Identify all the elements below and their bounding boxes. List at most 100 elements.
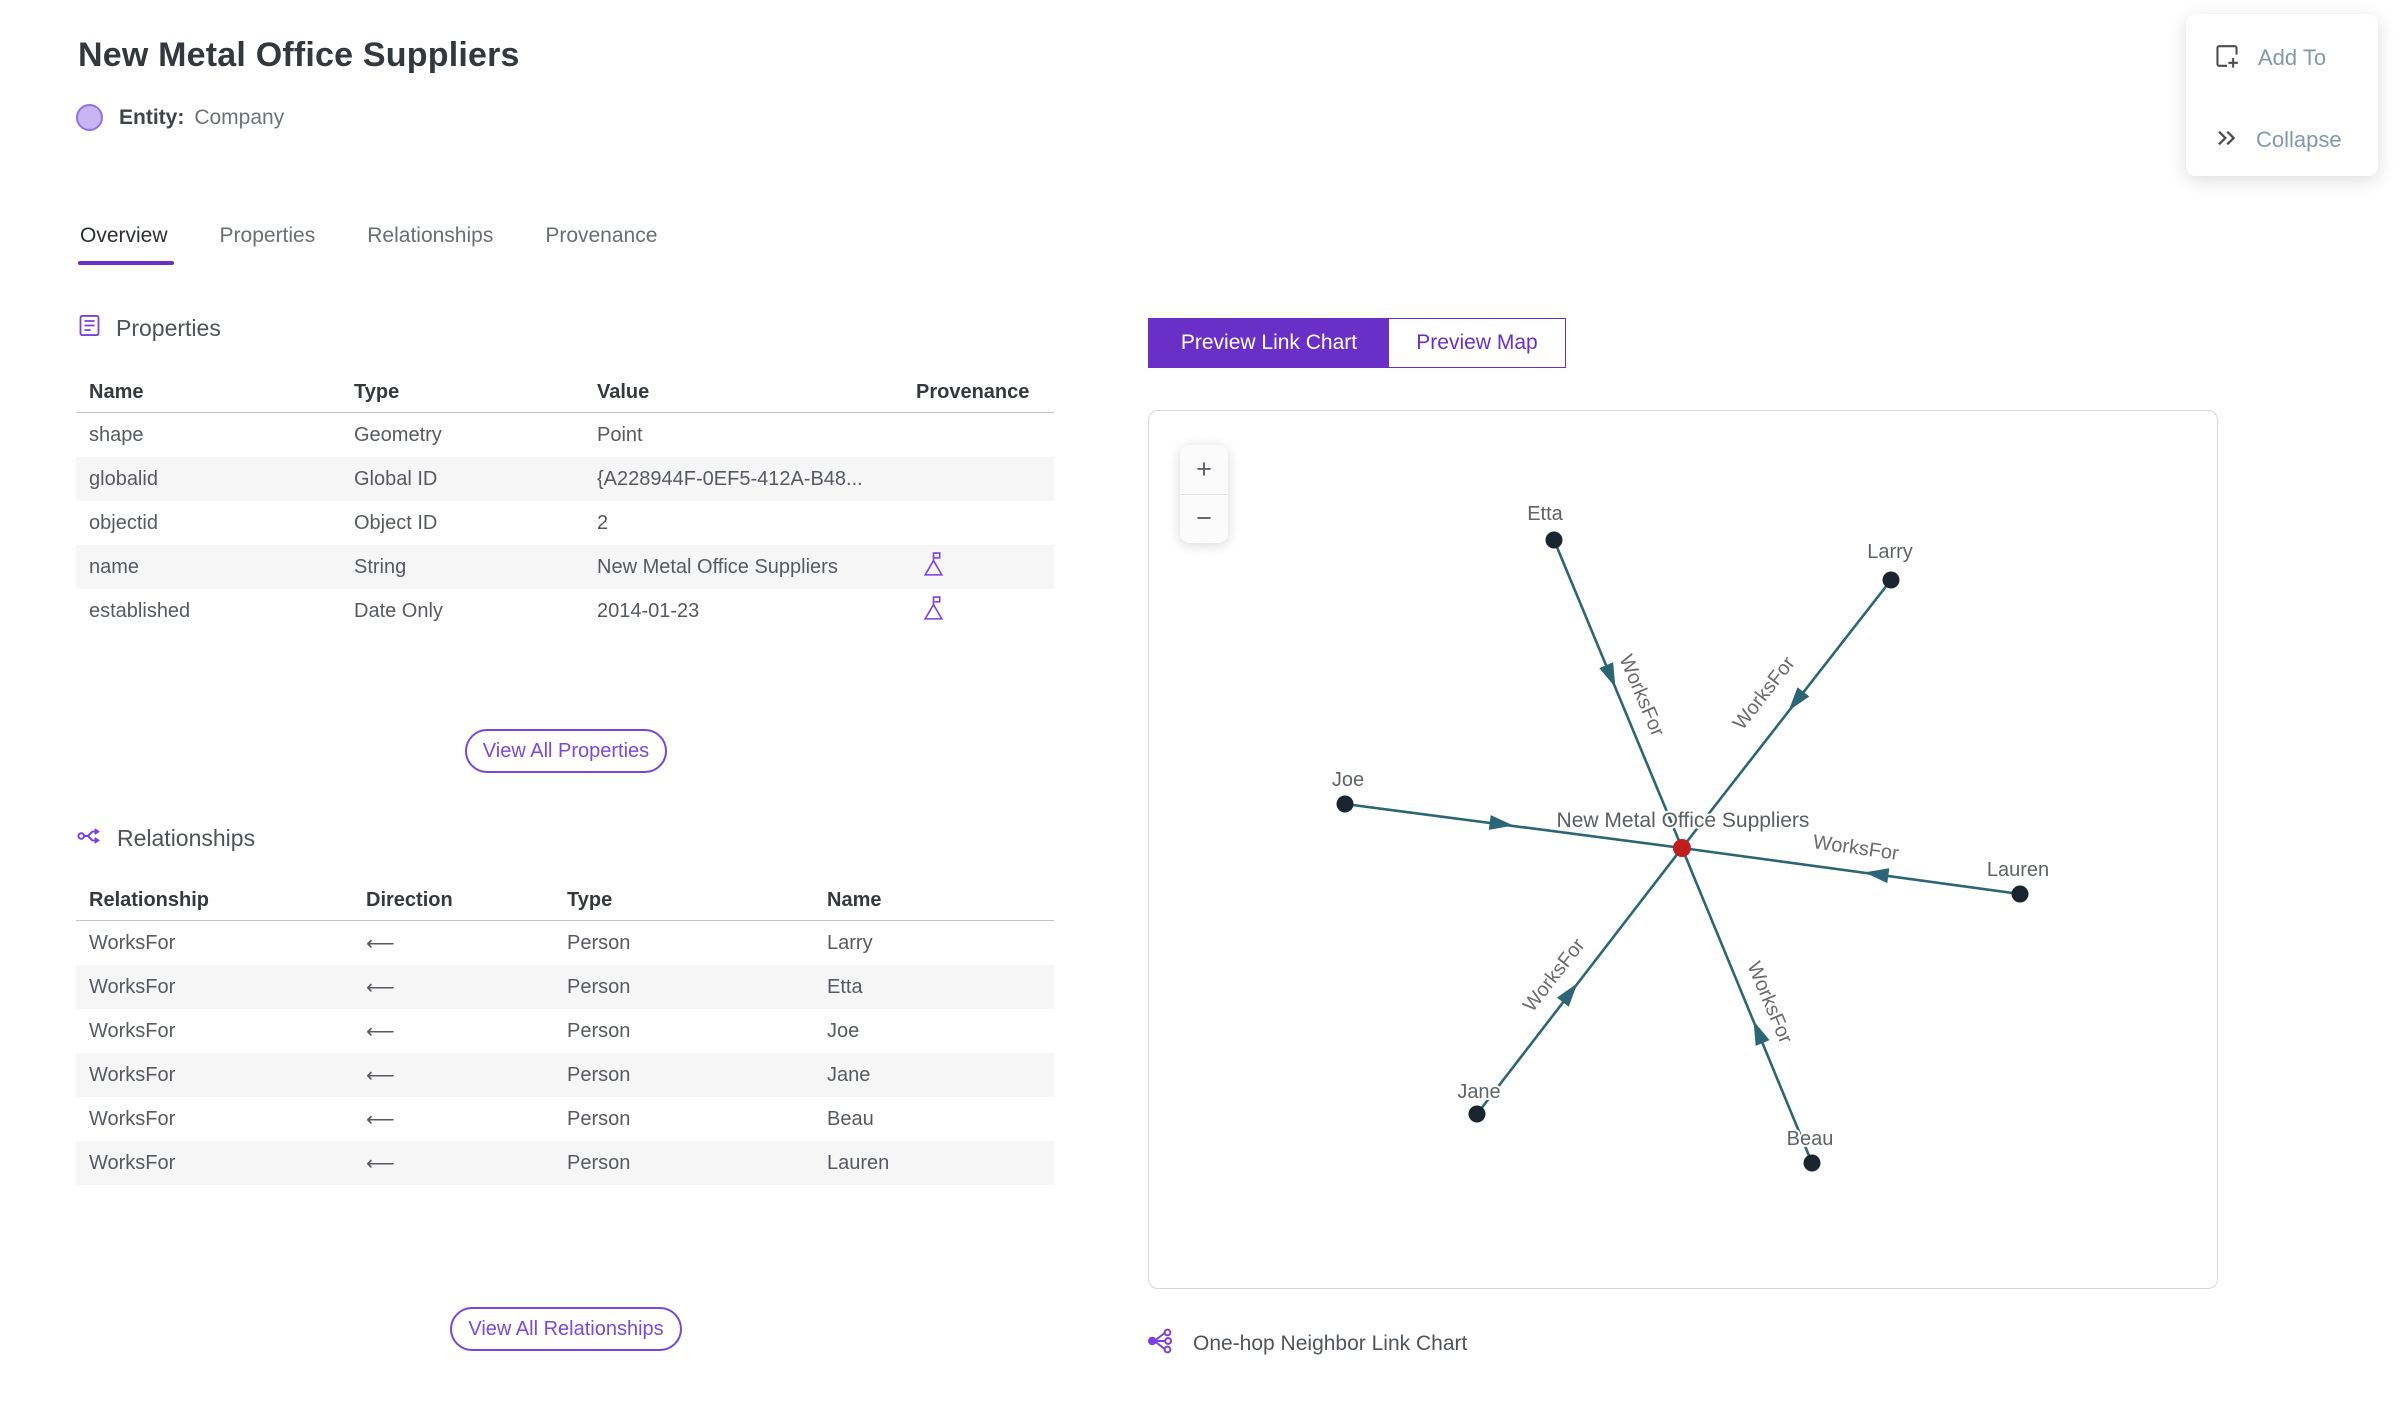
center-node-label: New Metal Office Suppliers xyxy=(1557,809,1810,832)
node-label: Lauren xyxy=(1987,859,2049,881)
properties-table: Name Type Value Provenance shape Geometr… xyxy=(76,373,1054,633)
direction-arrow: ⟵ xyxy=(366,1152,395,1175)
entity-link[interactable]: Etta xyxy=(827,975,863,998)
view-all-properties-button[interactable]: View All Properties xyxy=(465,729,667,773)
direction-arrow: ⟵ xyxy=(366,932,395,955)
properties-section-title: Properties xyxy=(116,314,221,341)
edge-label: WorksFor xyxy=(1812,831,1901,865)
collapse-label: Collapse xyxy=(2256,127,2342,152)
col-relationship: Relationship xyxy=(89,889,210,911)
chart-caption: One-hop Neighbor Link Chart xyxy=(1146,1326,1467,1361)
entity-type-value: Company xyxy=(194,105,285,129)
page-title: New Metal Office Suppliers xyxy=(78,36,520,74)
zoom-control: + − xyxy=(1180,445,1228,543)
entity-link[interactable]: Jane xyxy=(827,1063,871,1086)
relationships-icon xyxy=(76,822,104,855)
relationships-table-header: Relationship Direction Type Name xyxy=(76,881,1054,921)
one-hop-link-chart-icon xyxy=(1146,1326,1176,1361)
entity-link[interactable]: Lauren xyxy=(827,1151,890,1174)
direction-arrow: ⟵ xyxy=(366,1108,395,1131)
view-all-relationships-button[interactable]: View All Relationships xyxy=(450,1307,682,1351)
add-to-icon xyxy=(2212,41,2242,76)
relationship-link[interactable]: WorksFor xyxy=(89,931,176,954)
entity-link[interactable]: Joe xyxy=(827,1019,860,1042)
node-label: Jane xyxy=(1457,1081,1500,1103)
col-type: Type xyxy=(567,889,613,911)
entity-link[interactable]: Beau xyxy=(827,1107,874,1130)
node-larry[interactable] xyxy=(1882,571,1900,589)
entity-badge: Entity: Company xyxy=(76,104,284,131)
preview-link-chart-tab[interactable]: Preview Link Chart xyxy=(1149,319,1389,367)
direction-arrow: ⟵ xyxy=(366,1064,395,1087)
col-direction: Direction xyxy=(366,889,453,911)
table-row: shape Geometry Point xyxy=(89,423,643,446)
edge-arrowheads xyxy=(1488,662,1890,1046)
entity-link[interactable]: Larry xyxy=(827,931,873,954)
relationship-link[interactable]: WorksFor xyxy=(89,1151,176,1174)
properties-icon xyxy=(76,312,103,344)
node-center[interactable] xyxy=(1673,839,1691,857)
relationship-link[interactable]: WorksFor xyxy=(89,1019,176,1042)
relationship-link[interactable]: WorksFor xyxy=(89,1063,176,1086)
tab-bar: Overview Properties Relationships Proven… xyxy=(78,224,658,265)
link-chart-canvas: WorksFor WorksFor WorksFor WorksFor Work… xyxy=(1330,501,2051,1172)
node-label: Etta xyxy=(1527,503,1563,525)
tab-provenance[interactable]: Provenance xyxy=(545,224,658,247)
relationships-section: Relationships Relationship Direction Typ… xyxy=(76,822,1056,1351)
table-row: WorksFor ⟵ Person Joe xyxy=(76,1009,1054,1053)
node-joe[interactable] xyxy=(1336,795,1354,813)
node-etta[interactable] xyxy=(1545,531,1563,549)
edge-label: WorksFor xyxy=(1743,959,1797,1047)
link-chart-panel: WorksFor WorksFor WorksFor WorksFor Work… xyxy=(1148,410,2218,1289)
node-lauren[interactable] xyxy=(2011,885,2029,903)
tab-overview[interactable]: Overview xyxy=(78,224,174,265)
zoom-in-button[interactable]: + xyxy=(1196,453,1212,484)
entity-label: Entity: xyxy=(119,105,185,129)
table-row: WorksFor ⟵ Person Jane xyxy=(76,1053,1054,1097)
entity-type-dot-icon xyxy=(76,104,103,131)
table-row: name String New Metal Office Suppliers xyxy=(76,545,1054,589)
zoom-out-button[interactable]: − xyxy=(1196,503,1212,534)
relationship-link[interactable]: WorksFor xyxy=(89,975,176,998)
actions-card: Add To Collapse xyxy=(2186,14,2378,176)
node-label: Larry xyxy=(1867,541,1913,563)
col-type: Type xyxy=(354,381,400,403)
table-row: established Date Only 2014-01-23 xyxy=(76,589,1054,633)
provenance-flag-icon[interactable] xyxy=(922,595,945,628)
collapse-button[interactable]: Collapse xyxy=(2212,118,2378,162)
preview-toggle: Preview Link Chart Preview Map xyxy=(1148,318,1566,368)
node-label: Joe xyxy=(1332,769,1364,791)
edge-label: WorksFor xyxy=(1615,652,1669,740)
table-row: globalid Global ID {A228944F-0EF5-412A-B… xyxy=(76,457,1054,501)
table-row: WorksFor ⟵ Person Lauren xyxy=(76,1141,1054,1185)
table-row: WorksFor ⟵ Person Etta xyxy=(76,965,1054,1009)
provenance-flag-icon[interactable] xyxy=(922,551,945,584)
nodes xyxy=(1336,531,2029,1172)
table-row: WorksFor ⟵ Person Beau xyxy=(76,1097,1054,1141)
node-label: Beau xyxy=(1787,1128,1834,1150)
relationship-link[interactable]: WorksFor xyxy=(89,1107,176,1130)
tab-properties[interactable]: Properties xyxy=(219,224,316,247)
relationships-section-title: Relationships xyxy=(117,825,256,851)
properties-table-header: Name Type Value Provenance xyxy=(76,373,1054,413)
add-to-button[interactable]: Add To xyxy=(2212,36,2378,80)
edge-label: WorksFor xyxy=(1729,652,1800,734)
col-name: Name xyxy=(827,889,882,911)
double-chevron-right-icon xyxy=(2212,124,2240,157)
divider xyxy=(1181,493,1227,495)
col-value: Value xyxy=(597,381,650,403)
node-beau[interactable] xyxy=(1803,1154,1821,1172)
preview-map-tab[interactable]: Preview Map xyxy=(1389,319,1565,367)
col-name: Name xyxy=(89,381,144,403)
chart-caption-label: One-hop Neighbor Link Chart xyxy=(1193,1331,1468,1355)
col-provenance: Provenance xyxy=(916,381,1030,403)
direction-arrow: ⟵ xyxy=(366,976,395,999)
edges xyxy=(1344,539,2021,1164)
direction-arrow: ⟵ xyxy=(366,1020,395,1043)
tab-relationships[interactable]: Relationships xyxy=(367,224,494,247)
node-jane[interactable] xyxy=(1468,1105,1486,1123)
table-row: WorksFor ⟵ Person Larry xyxy=(76,921,1054,965)
add-to-label: Add To xyxy=(2258,45,2327,70)
properties-section: Properties Name Type Value Provenance sh… xyxy=(76,312,1056,773)
edge-label: WorksFor xyxy=(1519,934,1590,1016)
